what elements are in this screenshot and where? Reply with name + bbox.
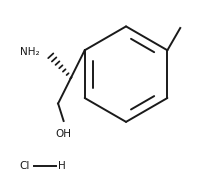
Text: OH: OH <box>56 129 72 139</box>
Text: NH₂: NH₂ <box>20 47 40 57</box>
Text: Cl: Cl <box>20 161 30 171</box>
Text: H: H <box>58 161 66 171</box>
